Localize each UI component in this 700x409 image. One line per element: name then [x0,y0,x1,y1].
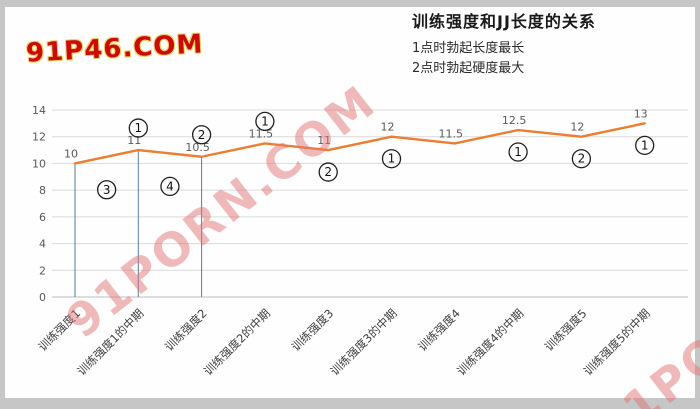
chart-background [5,7,695,398]
svg-text:11: 11 [317,134,331,147]
svg-text:训练强度3: 训练强度3 [289,306,337,354]
svg-text:2: 2 [198,128,206,142]
svg-text:13: 13 [634,107,648,120]
svg-text:12: 12 [381,121,395,134]
svg-text:2: 2 [324,165,332,179]
svg-text:训练强度1: 训练强度1 [36,306,84,354]
svg-text:训练强度5的中期: 训练强度5的中期 [581,306,653,378]
svg-text:4: 4 [166,179,174,193]
svg-text:1: 1 [641,138,649,152]
svg-text:12: 12 [32,131,46,144]
svg-text:1: 1 [134,121,142,135]
svg-text:1: 1 [514,145,522,159]
svg-text:训练强度5: 训练强度5 [542,306,590,354]
chart-subtitle-2: 2点时勃起硬度最大 [412,61,525,77]
svg-text:3: 3 [103,183,111,197]
svg-text:12.5: 12.5 [502,114,527,127]
svg-text:0: 0 [39,291,46,304]
svg-text:1: 1 [261,114,269,128]
chart-subtitle-1: 1点时勃起长度最长 [412,41,525,56]
svg-text:2: 2 [39,264,46,277]
svg-text:14: 14 [32,104,46,117]
svg-text:训练强度3的中期: 训练强度3的中期 [328,306,400,378]
svg-text:2: 2 [578,152,586,166]
svg-text:训练强度2的中期: 训练强度2的中期 [201,306,273,378]
svg-text:10: 10 [32,157,46,170]
svg-text:10: 10 [64,147,78,160]
svg-text:训练强度2: 训练强度2 [162,306,210,354]
svg-text:训练强度1的中期: 训练强度1的中期 [74,306,146,378]
svg-text:8: 8 [39,184,46,197]
svg-text:1: 1 [388,152,396,166]
svg-text:12: 12 [570,121,584,134]
chart-title: 训练强度和JJ长度的关系 [412,12,596,31]
svg-text:6: 6 [39,211,46,224]
chart-header: 训练强度和JJ长度的关系 1点时勃起长度最长 2点时勃起硬度最大 [412,8,596,79]
svg-text:训练强度4的中期: 训练强度4的中期 [454,306,526,378]
svg-text:训练强度4: 训练强度4 [415,306,463,354]
svg-text:11.5: 11.5 [439,127,464,140]
svg-text:4: 4 [39,238,46,251]
